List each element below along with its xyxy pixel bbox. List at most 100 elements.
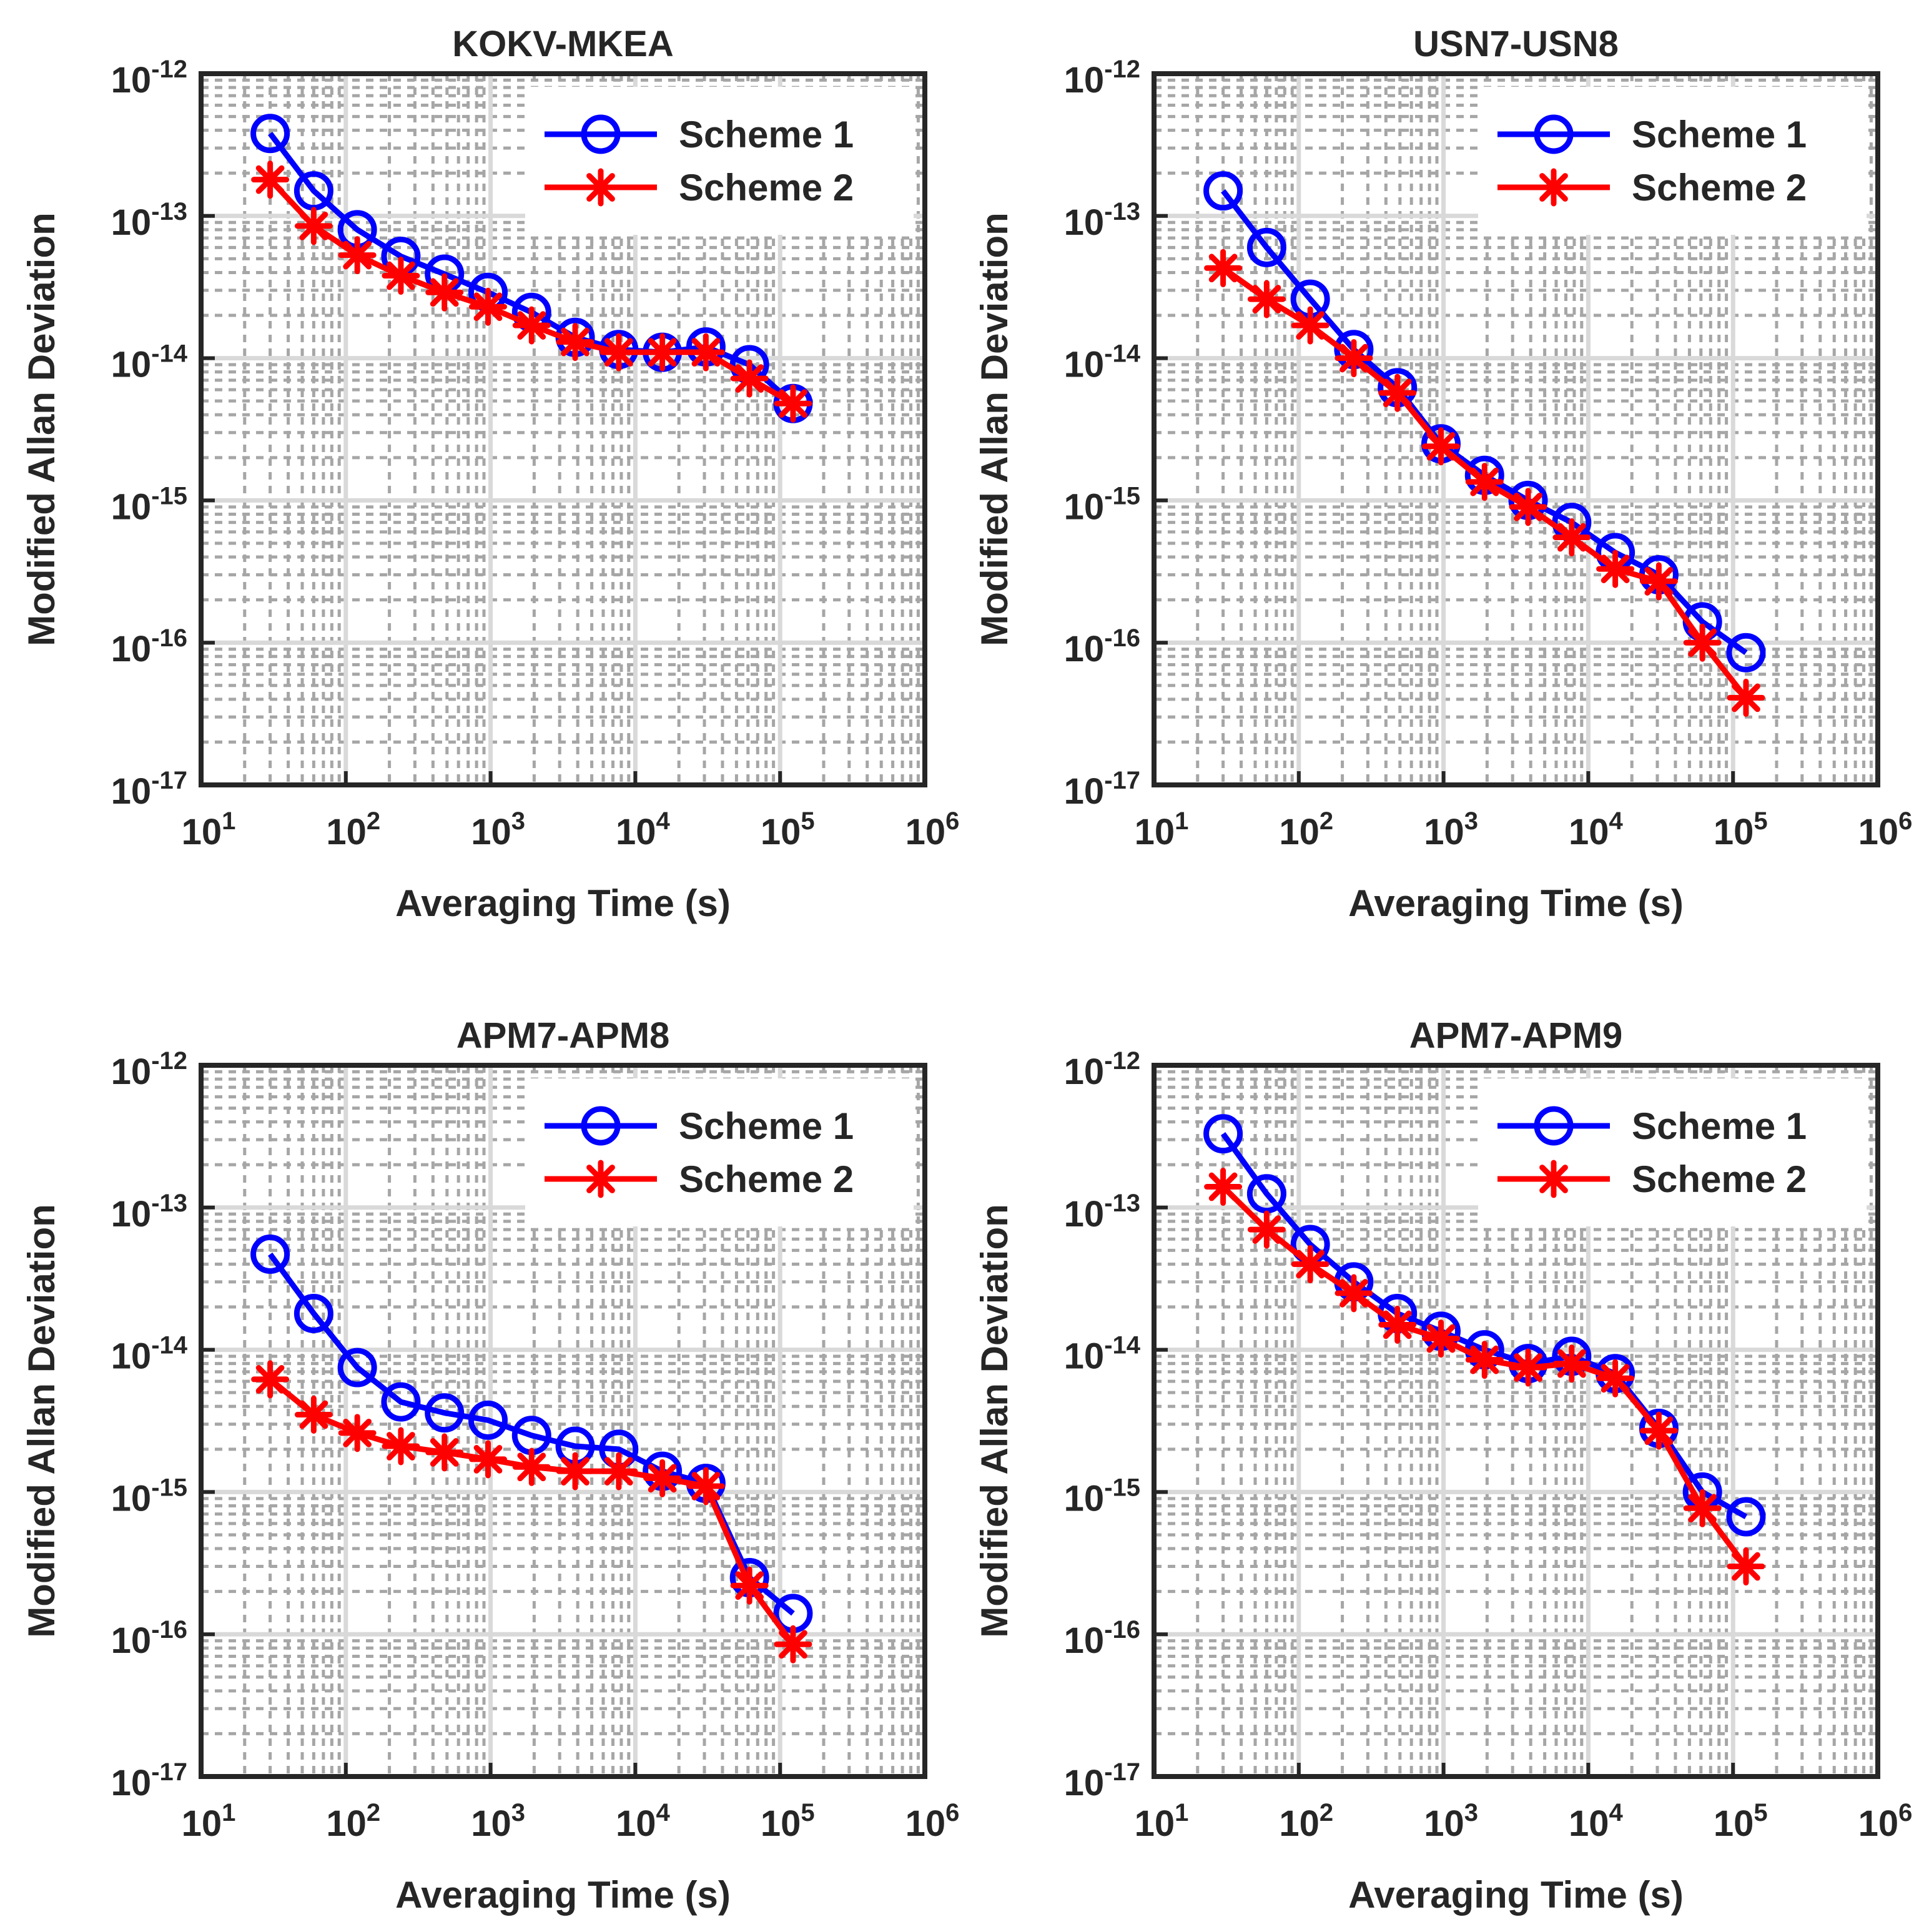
x-axis-label: Averaging Time (s) xyxy=(395,1874,731,1916)
data-point-asterisk xyxy=(1204,249,1243,287)
legend-label: Scheme 2 xyxy=(679,167,854,209)
legend-item-1: Scheme 1 xyxy=(1497,114,1807,155)
data-point-asterisk xyxy=(1334,339,1373,378)
x-tick-label: 104 xyxy=(616,807,671,852)
asterisk-stroke xyxy=(1296,1249,1325,1279)
data-point-asterisk xyxy=(512,306,551,345)
data-point-asterisk xyxy=(1378,373,1417,412)
asterisk-stroke xyxy=(1339,343,1368,373)
data-point-asterisk xyxy=(251,1360,290,1399)
asterisk-stroke xyxy=(473,292,503,322)
y-tick-label: 10-14 xyxy=(1064,340,1141,385)
legend-box xyxy=(1478,1078,1867,1226)
asterisk-stroke xyxy=(1383,1310,1412,1339)
asterisk-stroke xyxy=(387,1432,415,1461)
data-point-asterisk xyxy=(1247,1210,1286,1249)
data-point-asterisk xyxy=(1204,1168,1243,1206)
data-point-asterisk xyxy=(1552,518,1591,557)
data-point-asterisk xyxy=(1247,280,1286,318)
asterisk-stroke xyxy=(1426,1324,1456,1353)
data-point-asterisk xyxy=(425,1433,464,1472)
asterisk-stroke xyxy=(1339,1279,1368,1308)
legend-item-2: Scheme 2 xyxy=(545,167,854,209)
asterisk-stroke xyxy=(1539,173,1568,202)
y-tick-label: 10-15 xyxy=(1064,1474,1140,1519)
data-point-asterisk xyxy=(730,1566,769,1605)
asterisk-stroke xyxy=(648,1464,677,1493)
asterisk-stroke xyxy=(1383,378,1412,408)
axes-box xyxy=(199,71,927,787)
data-point-circle xyxy=(250,114,290,154)
legend-label: Scheme 2 xyxy=(679,1158,854,1200)
y-axis-label: Modified Allan Deviation xyxy=(974,212,1015,646)
data-point-asterisk xyxy=(774,1625,812,1663)
asterisk-stroke xyxy=(1539,1165,1568,1193)
axes-box xyxy=(1152,71,1880,787)
axes-box xyxy=(199,1063,927,1779)
asterisk-stroke xyxy=(430,278,459,307)
asterisk-stroke xyxy=(1426,431,1456,461)
x-tick-label: 106 xyxy=(905,807,960,852)
legend-marker-asterisk xyxy=(1534,168,1573,207)
y-tick-label: 10-14 xyxy=(1064,1332,1141,1377)
asterisk-stroke xyxy=(1208,254,1238,283)
y-tick-label: 10-17 xyxy=(1064,1758,1140,1803)
data-point-asterisk xyxy=(774,384,812,423)
legend: Scheme 1 Scheme 2 xyxy=(1478,1078,1867,1226)
data-point-circle xyxy=(1203,1114,1243,1154)
data-point-circle xyxy=(294,1293,333,1333)
data-point-asterisk xyxy=(1421,427,1460,466)
data-point-circle xyxy=(250,1234,290,1274)
data-point-asterisk xyxy=(1727,678,1765,717)
asterisk-stroke xyxy=(255,165,285,194)
x-tick-label: 102 xyxy=(326,1799,380,1844)
y-tick-label: 10-16 xyxy=(1064,624,1140,669)
legend-label: Scheme 2 xyxy=(1632,1158,1807,1200)
y-tick-label: 10-17 xyxy=(111,767,187,812)
data-point-circle xyxy=(1726,633,1766,673)
y-tick-label: 10-16 xyxy=(111,624,187,669)
data-point-asterisk xyxy=(1683,623,1722,662)
data-point-asterisk xyxy=(556,1452,594,1491)
y-tick-label: 10-17 xyxy=(1064,767,1140,812)
asterisk-stroke xyxy=(561,1457,590,1486)
asterisk-stroke xyxy=(604,1457,633,1486)
data-point-asterisk xyxy=(599,1452,638,1491)
data-point-asterisk xyxy=(1727,1547,1765,1586)
legend-label: Scheme 1 xyxy=(1632,1105,1807,1147)
x-tick-label: 104 xyxy=(1569,1799,1624,1844)
y-axis-label: Modified Allan Deviation xyxy=(21,1204,62,1637)
y-tick-label: 10-12 xyxy=(1064,56,1140,101)
data-point-asterisk xyxy=(1334,1274,1373,1313)
asterisk-stroke xyxy=(586,1165,615,1193)
x-tick-label: 101 xyxy=(1135,1799,1189,1844)
legend-marker-asterisk xyxy=(1534,1160,1573,1198)
data-point-asterisk xyxy=(643,333,682,372)
asterisk-stroke xyxy=(517,1452,546,1482)
asterisk-stroke xyxy=(343,1418,372,1447)
asterisk-stroke xyxy=(779,389,807,418)
legend-label: Scheme 2 xyxy=(1632,167,1807,209)
data-point-circle xyxy=(337,1348,377,1387)
data-point-asterisk xyxy=(468,1440,507,1479)
data-point-asterisk xyxy=(1639,1411,1678,1450)
data-point-circle xyxy=(425,1393,465,1433)
legend-marker-circle xyxy=(1534,1106,1574,1146)
legend-item-2: Scheme 2 xyxy=(1497,1158,1807,1200)
data-point-asterisk xyxy=(338,236,377,275)
x-tick-label: 105 xyxy=(761,1799,815,1844)
data-point-circle xyxy=(468,1400,508,1440)
x-axis-label: Averaging Time (s) xyxy=(395,882,731,924)
asterisk-stroke xyxy=(1252,285,1281,313)
asterisk-stroke xyxy=(1208,1172,1238,1201)
asterisk-stroke xyxy=(255,1365,285,1394)
series-2-scheme-2 xyxy=(1204,249,1765,717)
asterisk-stroke xyxy=(1557,523,1586,552)
y-tick-label: 10-14 xyxy=(111,1332,188,1377)
y-tick-label: 10-12 xyxy=(1064,1047,1140,1092)
asterisk-stroke xyxy=(299,1400,328,1429)
series-2-scheme-2 xyxy=(251,1360,812,1663)
data-point-asterisk xyxy=(251,160,290,199)
data-point-asterisk xyxy=(1509,1348,1547,1387)
asterisk-stroke xyxy=(1644,1416,1674,1446)
